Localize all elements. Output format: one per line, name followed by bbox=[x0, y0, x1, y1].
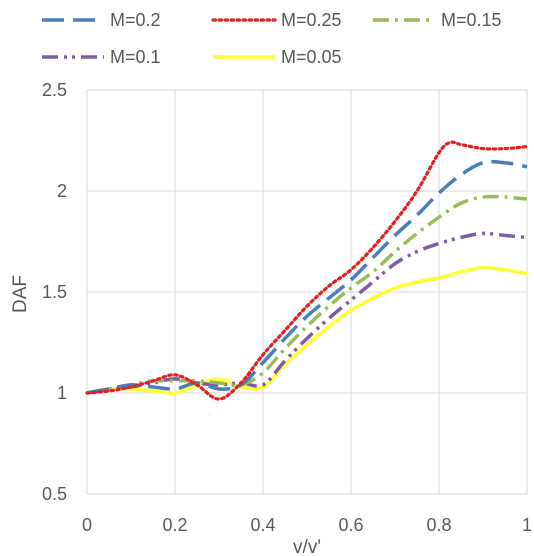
legend-entry: M=0.25 bbox=[211, 10, 342, 30]
y-tick-label: 2 bbox=[57, 181, 67, 201]
y-tick-label: 2.5 bbox=[42, 80, 67, 100]
legend-entry: M=0.2 bbox=[42, 10, 161, 30]
x-tick-label: 0 bbox=[82, 515, 92, 535]
legend-label: M=0.05 bbox=[281, 47, 342, 67]
series-line-m-0-15 bbox=[86, 194, 528, 395]
series-layer bbox=[85, 140, 529, 401]
y-tick-label: 0.5 bbox=[42, 484, 67, 504]
x-axis-title: v/v' bbox=[293, 537, 321, 556]
gridlines bbox=[86, 89, 528, 495]
x-tick-label: 0.6 bbox=[338, 515, 363, 535]
legend: M=0.2 M=0.25 M=0.15 M=0.1 M=0.05 bbox=[42, 10, 502, 67]
x-tick-label: 0.2 bbox=[162, 515, 187, 535]
series-line-m-0-1 bbox=[86, 231, 528, 395]
legend-label: M=0.1 bbox=[110, 47, 161, 67]
x-tick-label: 1 bbox=[522, 515, 532, 535]
x-tick-label: 0.8 bbox=[426, 515, 451, 535]
series-line-m-0-05 bbox=[86, 265, 528, 395]
y-tick-label: 1.5 bbox=[42, 282, 67, 302]
legend-entry: M=0.05 bbox=[213, 47, 342, 67]
legend-entry: M=0.15 bbox=[373, 10, 502, 30]
legend-label: M=0.2 bbox=[110, 10, 161, 30]
tick-labels: 0 0.2 0.4 0.6 0.8 1 0.5 1 1.5 2 2.5 bbox=[42, 80, 532, 535]
series-line-m-0-2 bbox=[86, 159, 528, 395]
x-tick-label: 0.4 bbox=[250, 515, 275, 535]
y-axis-title: DAF bbox=[10, 275, 31, 313]
legend-label: M=0.25 bbox=[281, 10, 342, 30]
y-tick-label: 1 bbox=[57, 383, 67, 403]
legend-label: M=0.15 bbox=[441, 10, 502, 30]
legend-entry: M=0.1 bbox=[42, 47, 161, 67]
series-line-m-0-25 bbox=[85, 140, 529, 401]
